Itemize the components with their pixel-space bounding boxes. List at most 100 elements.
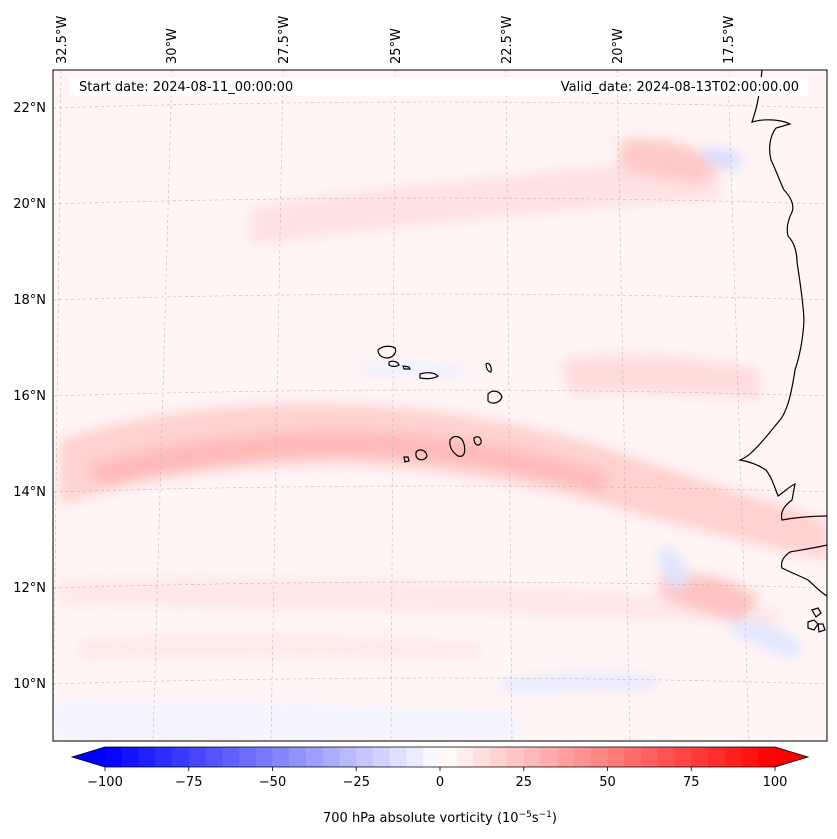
lat-label: 10°N bbox=[13, 677, 46, 692]
vorticity-patch-2 bbox=[620, 138, 720, 185]
negative-patch-2 bbox=[700, 148, 745, 170]
colorbar-segment bbox=[138, 747, 156, 767]
latitude-labels: 22°N 20°N 18°N 16°N 14°N 12°N 10°N bbox=[13, 101, 46, 692]
cape-verde-santiago bbox=[449, 435, 466, 457]
lat-label: 12°N bbox=[13, 581, 46, 596]
graticule bbox=[53, 70, 827, 741]
colorbar-extend-max bbox=[775, 747, 808, 767]
colorbar-ticks: −100 −75 −50 −25 0 25 50 75 100 bbox=[87, 767, 787, 790]
vorticity-core bbox=[90, 431, 610, 492]
west-africa-coastline bbox=[737, 70, 827, 521]
colorbar-tick-label: 100 bbox=[763, 775, 788, 790]
vorticity-patch-3 bbox=[60, 577, 780, 625]
vorticity-patch-5 bbox=[80, 634, 480, 660]
colorbar-segment bbox=[540, 747, 558, 767]
colorbar-segment bbox=[674, 747, 692, 767]
colorbar-segment bbox=[172, 747, 190, 767]
colorbar-segment bbox=[741, 747, 759, 767]
colorbar-segment bbox=[423, 747, 441, 767]
colorbar-tick-label: 50 bbox=[599, 775, 616, 790]
colorbar-segment bbox=[239, 747, 257, 767]
valid-date-label: Valid_date: 2024-08-13T02:00:00.00 bbox=[561, 80, 799, 95]
meridian-25W bbox=[390, 70, 396, 741]
colorbar-segment bbox=[389, 747, 408, 767]
map-frame bbox=[52, 69, 828, 742]
colorbar-segment bbox=[155, 747, 173, 767]
colorbar-segment bbox=[523, 747, 542, 767]
colorbar-segment bbox=[473, 747, 491, 767]
colorbar-tick-label: 75 bbox=[683, 775, 700, 790]
colorbar-extend-min bbox=[72, 747, 105, 767]
meridian-17.5W bbox=[727, 70, 750, 741]
colorbar-segment bbox=[724, 747, 743, 767]
colorbar-segment bbox=[641, 747, 659, 767]
colorbar-segment bbox=[557, 747, 575, 767]
cape-verde-sao-vicente bbox=[388, 360, 400, 368]
negative-patch-6 bbox=[55, 700, 520, 740]
lon-label: 27.5°W bbox=[277, 16, 292, 64]
colorbar-segment bbox=[272, 747, 290, 767]
parallel-16N bbox=[53, 389, 827, 397]
colorbar-segment bbox=[289, 747, 307, 767]
colorbar-tick-label: 0 bbox=[436, 775, 444, 790]
meridian-27.5W bbox=[270, 70, 284, 741]
lat-label: 20°N bbox=[13, 197, 46, 212]
map-panel: Start date: 2024-08-11_00:00:00 Valid_da… bbox=[52, 69, 828, 742]
lat-label: 18°N bbox=[13, 293, 46, 308]
cape-verde-brava bbox=[403, 456, 410, 463]
colorbar-segment bbox=[507, 747, 525, 767]
cape-verde-sao-nicolau bbox=[419, 372, 439, 380]
meridian-30W bbox=[152, 70, 173, 741]
meridian-32.5W bbox=[53, 70, 62, 741]
negative-patch-4 bbox=[730, 619, 805, 660]
parallel-22N bbox=[53, 101, 827, 109]
colorbar-segment bbox=[691, 747, 709, 767]
colorbar-segment bbox=[322, 747, 341, 767]
guinea-bissau-coastline bbox=[780, 544, 827, 597]
colorbar-segment bbox=[306, 747, 324, 767]
colorbar-segment bbox=[590, 747, 609, 767]
lon-label: 17.5°W bbox=[722, 16, 737, 64]
vorticity-patch-1 bbox=[560, 354, 760, 400]
cape-verde-boa-vista bbox=[487, 390, 503, 404]
colorbar-segment bbox=[406, 747, 424, 767]
cape-verde-fogo bbox=[415, 449, 428, 461]
vorticity-field bbox=[55, 138, 827, 740]
parallel-20N bbox=[53, 197, 827, 205]
lat-label: 14°N bbox=[13, 485, 46, 500]
colorbar-segment bbox=[356, 747, 374, 767]
colorbar-segment bbox=[105, 747, 123, 767]
longitude-labels: 32.5°W 30°W 27.5°W 25°W 22.5°W 20°W 17.5… bbox=[55, 16, 737, 64]
cape-verde-santa-luzia bbox=[402, 365, 411, 370]
colorbar-segment bbox=[574, 747, 592, 767]
guinea-islands bbox=[807, 607, 826, 633]
colorbar-segment bbox=[205, 747, 223, 767]
colorbar-segment bbox=[121, 747, 140, 767]
parallel-10N bbox=[53, 677, 827, 685]
lon-label: 30°W bbox=[165, 28, 180, 64]
colorbar-tick-label: −75 bbox=[175, 775, 202, 790]
colorbar-segment bbox=[188, 747, 207, 767]
parallel-18N bbox=[53, 293, 827, 301]
colorbar-tick-label: −100 bbox=[87, 775, 123, 790]
lon-label: 32.5°W bbox=[55, 16, 70, 64]
cape-verde-santo-antao bbox=[377, 345, 397, 359]
lon-label: 22.5°W bbox=[500, 16, 515, 64]
colorbar-tick-label: −25 bbox=[343, 775, 370, 790]
lon-label: 25°W bbox=[389, 28, 404, 64]
parallel-12N bbox=[53, 581, 827, 589]
start-date-label: Start date: 2024-08-11_00:00:00 bbox=[79, 80, 293, 95]
colorbar-segment bbox=[708, 747, 726, 767]
lat-label: 22°N bbox=[13, 101, 46, 116]
colorbar-segment bbox=[255, 747, 274, 767]
colorbar-segment bbox=[657, 747, 676, 767]
colorbar-segment bbox=[339, 747, 357, 767]
colorbar-segment bbox=[624, 747, 642, 767]
meridian-22.5W bbox=[505, 70, 513, 741]
cape-verde-maio bbox=[473, 436, 482, 446]
colorbar-segment bbox=[222, 747, 240, 767]
meridian-20W bbox=[616, 70, 631, 741]
colorbar-segment bbox=[607, 747, 625, 767]
lon-label: 20°W bbox=[611, 28, 626, 64]
